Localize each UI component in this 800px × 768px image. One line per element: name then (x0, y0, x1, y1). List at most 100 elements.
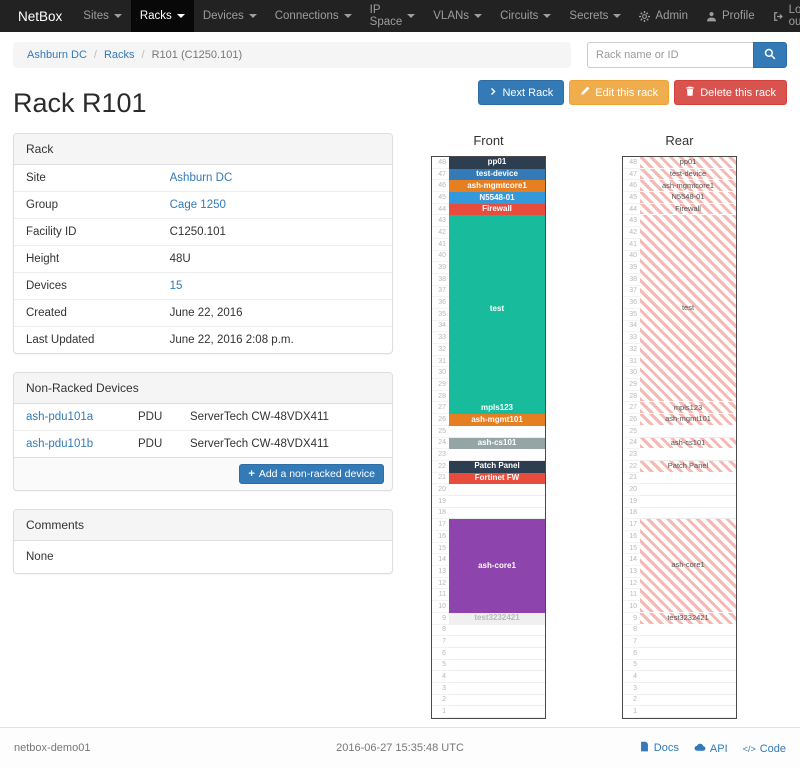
rack-unit-number: 38 (432, 274, 449, 286)
logout-link[interactable]: Log out (764, 0, 800, 32)
nav-label: Sites (83, 10, 109, 22)
table-row: ash-pdu101b PDU ServerTech CW-48VDX411 (14, 430, 392, 457)
rack-device-mpls123[interactable]: mpls123 (640, 402, 736, 415)
rack-device-ash-core1[interactable]: ash-core1 (449, 519, 545, 613)
log-out-icon (773, 11, 784, 22)
breadcrumb-row: Ashburn DC / Racks / R101 (C1250.101) (13, 42, 787, 68)
docs-link[interactable]: Docs (639, 741, 679, 755)
rack-device-ash-mgmtcore1[interactable]: ash-mgmtcore1 (640, 180, 736, 193)
page-title: Rack R101 (13, 88, 147, 118)
admin-link[interactable]: Admin (630, 0, 697, 32)
rack-device-ash-mgmt101[interactable]: ash-mgmt101 (640, 414, 736, 426)
device-link[interactable]: ash-pdu101a (26, 411, 94, 423)
rack-device-ash-cs101[interactable]: ash-cs101 (640, 437, 736, 450)
edit-rack-button[interactable]: Edit this rack (569, 80, 670, 105)
rack-empty-slot (449, 706, 545, 718)
pencil-icon (580, 86, 590, 99)
next-rack-button[interactable]: Next Rack (478, 80, 565, 105)
rack-unit-number: 46 (623, 180, 640, 193)
nav-item-racks[interactable]: Racks (130, 0, 194, 32)
rack-device-n5548-01[interactable]: N5548-01 (449, 192, 545, 204)
book-icon (639, 741, 650, 755)
rack-device-test3232421[interactable]: test3232421 (640, 612, 736, 625)
footer-links: Docs API </> Code (559, 741, 786, 755)
nav-label: VLANs (433, 10, 470, 22)
attr-label: Devices (14, 272, 158, 300)
delete-rack-button[interactable]: Delete this rack (674, 80, 787, 105)
rack-unit-number: 48 (432, 157, 449, 169)
caret-down-icon (407, 14, 416, 18)
rack-unit-number: 41 (432, 239, 449, 251)
rack-unit-number: 3 (432, 683, 449, 695)
rack-device-test[interactable]: test (449, 215, 545, 403)
rack-empty-slot (449, 449, 545, 461)
nav-item-ip-space[interactable]: IP Space (361, 0, 425, 32)
rack-device-test-device[interactable]: test-device (640, 168, 736, 181)
rack-unit-number: 2 (432, 695, 449, 707)
rack-device-firewall[interactable]: Firewall (449, 203, 545, 216)
netbox-brand[interactable]: NetBox (18, 8, 63, 24)
rack-empty-slot (640, 683, 736, 695)
table-row: Created June 22, 2016 (14, 299, 392, 327)
rack-empty-slot (449, 660, 545, 672)
rack-unit-number: 6 (623, 648, 640, 660)
nav-item-sites[interactable]: Sites (74, 0, 131, 32)
rack-device-firewall[interactable]: Firewall (640, 203, 736, 216)
rack-panel-title: Rack (14, 134, 392, 165)
rack-unit-number: 37 (432, 286, 449, 298)
rack-unit-number: 13 (623, 566, 640, 578)
breadcrumb-racks-link[interactable]: Racks (103, 49, 135, 61)
rack-unit-number: 24 (623, 438, 640, 450)
rack-device-ash-core1[interactable]: ash-core1 (640, 519, 736, 613)
search-button[interactable] (753, 42, 787, 68)
code-link[interactable]: </> Code (743, 743, 786, 755)
facility-id-value: C1250.101 (157, 218, 392, 246)
rack-unit-number: 26 (432, 414, 449, 426)
rack-empty-slot (640, 648, 736, 660)
rack-empty-slot (640, 426, 736, 438)
rack-empty-slot (449, 426, 545, 438)
rack-unit-number: 10 (432, 601, 449, 613)
rack-device-ash-cs101[interactable]: ash-cs101 (449, 437, 545, 450)
rack-device-ash-mgmtcore1[interactable]: ash-mgmtcore1 (449, 180, 545, 193)
rack-unit-number: 46 (432, 180, 449, 193)
rack-device-ash-mgmt101[interactable]: ash-mgmt101 (449, 414, 545, 426)
rack-unit-number: 5 (623, 660, 640, 672)
rack-device-n5548-01[interactable]: N5548-01 (640, 192, 736, 204)
search-input[interactable] (587, 42, 753, 68)
rack-device-pp01[interactable]: pp01 (449, 157, 545, 169)
rack-device-test-device[interactable]: test-device (449, 168, 545, 181)
rack-device-test[interactable]: test (640, 215, 736, 403)
nav-item-devices[interactable]: Devices (194, 0, 266, 32)
nav-item-connections[interactable]: Connections (266, 0, 361, 32)
comments-body: None (26, 551, 54, 563)
rack-device-fortinet-fw[interactable]: Fortinet FW (449, 472, 545, 485)
rack-device-mpls123[interactable]: mpls123 (449, 402, 545, 415)
nav-label: Racks (139, 10, 172, 22)
attr-label: Group (14, 191, 158, 219)
breadcrumb-site-link[interactable]: Ashburn DC (27, 49, 87, 61)
add-non-racked-device-button[interactable]: + Add a non-racked device (239, 464, 384, 484)
nav-item-secrets[interactable]: Secrets (560, 0, 630, 32)
rack-unit-number: 13 (432, 566, 449, 578)
nav-item-vlans[interactable]: VLANs (424, 0, 491, 32)
rack-device-patch-panel[interactable]: Patch Panel (640, 460, 736, 473)
device-link[interactable]: ash-pdu101b (26, 438, 94, 450)
devices-count-link[interactable]: 15 (169, 280, 183, 292)
rack-device-pp01[interactable]: pp01 (640, 157, 736, 169)
rack-unit-number: 4 (432, 671, 449, 683)
group-link[interactable]: Cage 1250 (169, 199, 226, 211)
rack-empty-slot (449, 671, 545, 683)
rack-unit-number: 11 (623, 589, 640, 602)
rack-device-patch-panel[interactable]: Patch Panel (449, 460, 545, 473)
rack-device-test3232421[interactable]: test3232421 (449, 612, 545, 625)
nav-item-circuits[interactable]: Circuits (491, 0, 560, 32)
api-link[interactable]: API (694, 742, 728, 755)
rack-unit-number: 16 (432, 531, 449, 543)
profile-link[interactable]: Profile (697, 0, 764, 32)
rack-elevation-front: 48 47 46 45 44 43 42 41 40 39 38 37 36 35 34 33 32 31 30 29… (431, 156, 546, 719)
rack-elevations: Front 48 47 46 45 44 43 42 41 40 39 38 37 36 35 34 33 32… (431, 133, 737, 719)
rack-empty-slot (449, 484, 545, 496)
site-link[interactable]: Ashburn DC (169, 172, 233, 184)
rack-empty-slot (640, 508, 736, 520)
